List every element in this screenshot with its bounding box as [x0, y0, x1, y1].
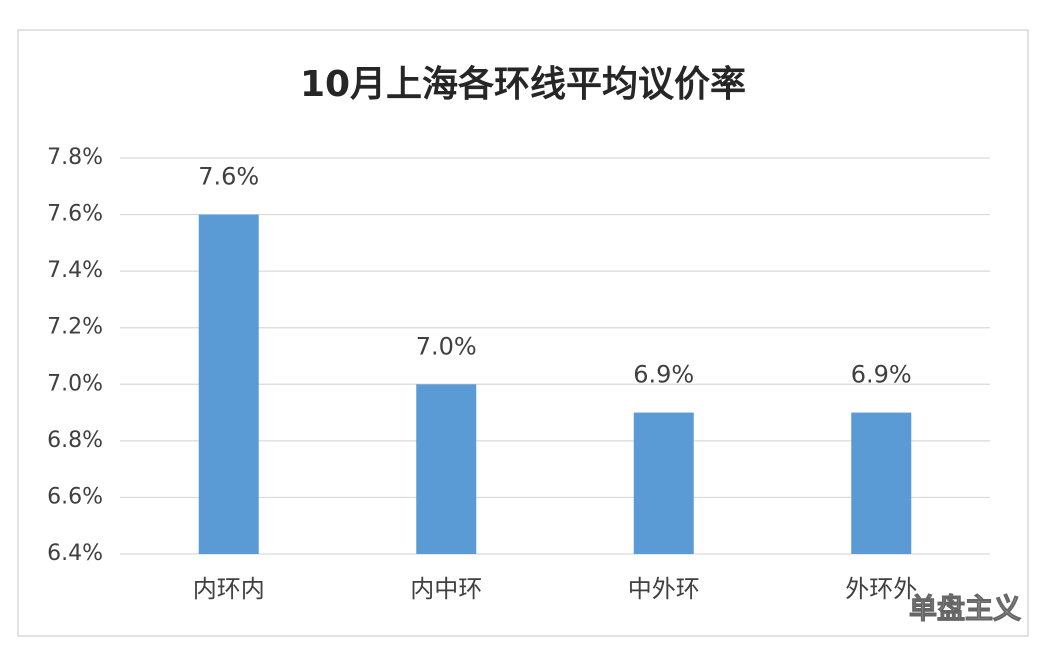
y-tick-label: 7.2% [47, 315, 103, 340]
watermark: 单盘主义 [909, 592, 1021, 625]
value-label: 7.6% [198, 163, 259, 191]
value-label: 6.9% [851, 361, 912, 389]
value-label: 6.9% [633, 361, 694, 389]
y-tick-label: 7.6% [47, 202, 103, 227]
y-tick-label: 7.8% [47, 145, 103, 170]
x-tick-label: 外环外 [845, 575, 917, 603]
value-label: 7.0% [416, 332, 477, 360]
y-tick-label: 6.8% [47, 428, 103, 453]
bar [416, 384, 477, 554]
y-tick-label: 6.6% [47, 484, 103, 509]
x-tick-label: 内环内 [193, 575, 265, 603]
chart-title: 10月上海各环线平均议价率 [300, 64, 746, 105]
x-tick-label: 内中环 [410, 575, 482, 603]
y-tick-label: 6.4% [47, 541, 103, 566]
bar [633, 412, 694, 554]
x-tick-label: 中外环 [628, 575, 700, 603]
bar [851, 412, 912, 554]
bar [198, 214, 259, 555]
y-tick-label: 7.0% [47, 371, 103, 396]
y-tick-label: 7.4% [47, 258, 103, 283]
